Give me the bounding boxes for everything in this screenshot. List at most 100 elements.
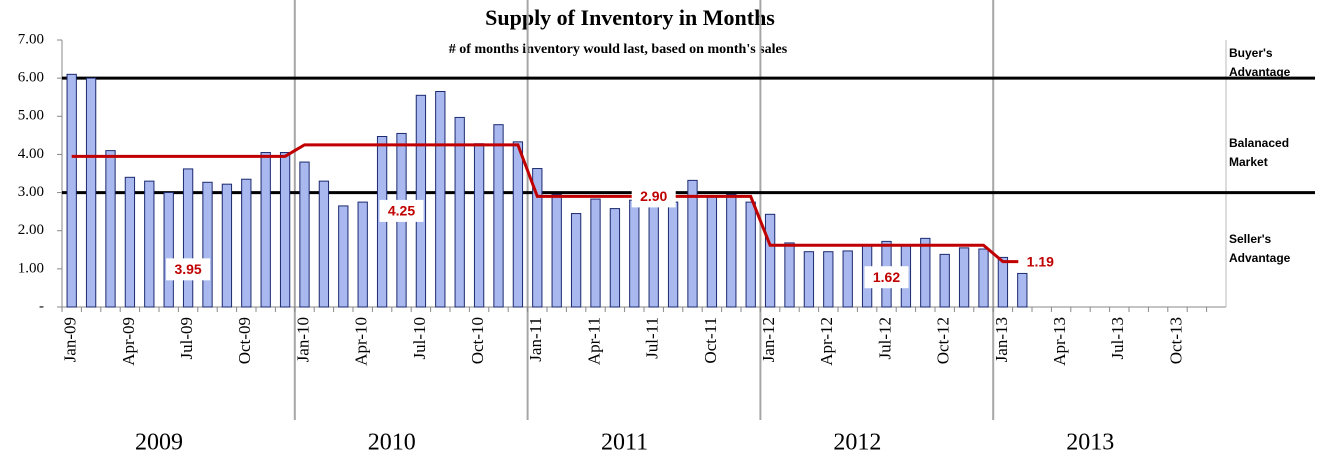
label-box xyxy=(166,258,211,281)
x-tick-label: Apr-11 xyxy=(584,317,603,365)
bar xyxy=(66,73,77,308)
average-label: 2.90 xyxy=(631,185,676,208)
x-tick-label: Jan-10 xyxy=(293,317,312,362)
bar xyxy=(202,181,213,308)
x-tick-label: Oct-12 xyxy=(934,317,953,364)
x-tick-label: Jul-10 xyxy=(410,317,429,360)
label-box xyxy=(631,185,676,208)
bar xyxy=(163,192,174,308)
bar xyxy=(260,152,271,308)
bar xyxy=(978,248,989,308)
y-tick-label: 3.00 xyxy=(18,184,44,200)
bar xyxy=(706,195,718,308)
bar xyxy=(357,201,368,308)
average-label-text: 1.19 xyxy=(1027,253,1054,269)
x-tick-label: Oct-11 xyxy=(701,317,720,364)
bar xyxy=(609,208,621,308)
zone-label: Balanaced Market xyxy=(1229,136,1290,169)
bar xyxy=(939,253,950,308)
x-tick-label: Apr-10 xyxy=(352,317,371,366)
y-tick-label: 1.00 xyxy=(18,260,44,276)
bar xyxy=(454,116,465,308)
x-tick-label: Oct-09 xyxy=(235,317,254,364)
bar xyxy=(551,193,562,308)
x-tick-label: Jul-09 xyxy=(177,317,196,360)
bar xyxy=(105,150,116,308)
bar xyxy=(124,176,136,308)
year-label: 2011 xyxy=(601,430,648,456)
bar xyxy=(784,242,795,308)
bar xyxy=(512,141,524,308)
bar xyxy=(570,213,582,308)
year-label: 2012 xyxy=(833,430,881,456)
year-label: 2009 xyxy=(135,430,183,456)
x-tick-label: Apr-13 xyxy=(1050,317,1069,366)
bar xyxy=(997,256,1009,308)
bar xyxy=(144,180,155,308)
x-tick-label: Jan-13 xyxy=(992,317,1011,362)
x-tick-label: Jul-12 xyxy=(875,317,894,360)
bar xyxy=(318,180,330,308)
average-line xyxy=(71,143,1023,264)
bar xyxy=(590,198,601,308)
y-tick-label: 7.00 xyxy=(18,31,44,47)
average-label-text: 3.95 xyxy=(174,261,201,277)
label-box xyxy=(1018,250,1063,273)
average-label: 3.95 xyxy=(166,258,211,281)
bar xyxy=(241,178,252,308)
x-tick-label: Apr-12 xyxy=(817,317,836,366)
bar xyxy=(473,143,485,308)
bar xyxy=(687,179,698,308)
bar xyxy=(493,124,504,308)
x-tick-label: Jul-13 xyxy=(1108,317,1127,360)
average-label-text: 1.62 xyxy=(873,269,900,285)
chart-title: Supply of Inventory in Months xyxy=(485,5,775,30)
bar xyxy=(764,213,776,308)
average-label: 1.19 xyxy=(1018,250,1063,273)
y-tick-label: 6.00 xyxy=(18,70,44,86)
bar xyxy=(629,199,640,308)
year-label: 2010 xyxy=(368,430,416,456)
y-tick-label: 4.00 xyxy=(18,146,44,162)
y-tick-label: - xyxy=(39,298,44,314)
x-tick-label: Oct-10 xyxy=(468,317,487,364)
bar xyxy=(920,237,931,308)
bar xyxy=(279,152,291,308)
y-tick-label: 2.00 xyxy=(18,222,44,238)
bar xyxy=(85,77,97,308)
zone-label: Seller's Advantage xyxy=(1229,232,1291,265)
bar xyxy=(745,201,756,308)
bar xyxy=(803,251,815,308)
zone-label: Buyer's Advantage xyxy=(1229,46,1291,79)
x-tick-label: Oct-13 xyxy=(1166,317,1185,364)
average-label: 1.62 xyxy=(864,266,909,289)
average-label-text: 2.90 xyxy=(640,188,667,204)
bar xyxy=(532,168,543,308)
bar xyxy=(435,90,446,308)
label-box xyxy=(379,199,424,222)
bar xyxy=(182,168,194,308)
x-tick-label: Jan-11 xyxy=(526,317,545,362)
bar xyxy=(299,161,310,308)
x-tick-label: Jul-11 xyxy=(643,317,662,359)
label-box xyxy=(864,266,909,289)
year-label: 2013 xyxy=(1066,430,1114,456)
bar xyxy=(842,250,853,308)
x-tick-label: Apr-09 xyxy=(119,317,138,366)
bar xyxy=(958,247,970,308)
x-tick-label: Jan-09 xyxy=(61,317,80,362)
bar xyxy=(221,183,233,308)
x-tick-label: Jan-12 xyxy=(759,317,778,362)
average-label-text: 4.25 xyxy=(388,203,415,219)
chart-subtitle: # of months inventory would last, based … xyxy=(449,42,788,57)
average-label: 4.25 xyxy=(379,199,424,222)
bar xyxy=(338,205,349,308)
bar xyxy=(823,251,834,308)
bar xyxy=(1017,272,1028,308)
bar xyxy=(726,193,737,308)
y-tick-label: 5.00 xyxy=(18,108,44,124)
bar xyxy=(648,190,659,308)
bar xyxy=(667,201,679,308)
